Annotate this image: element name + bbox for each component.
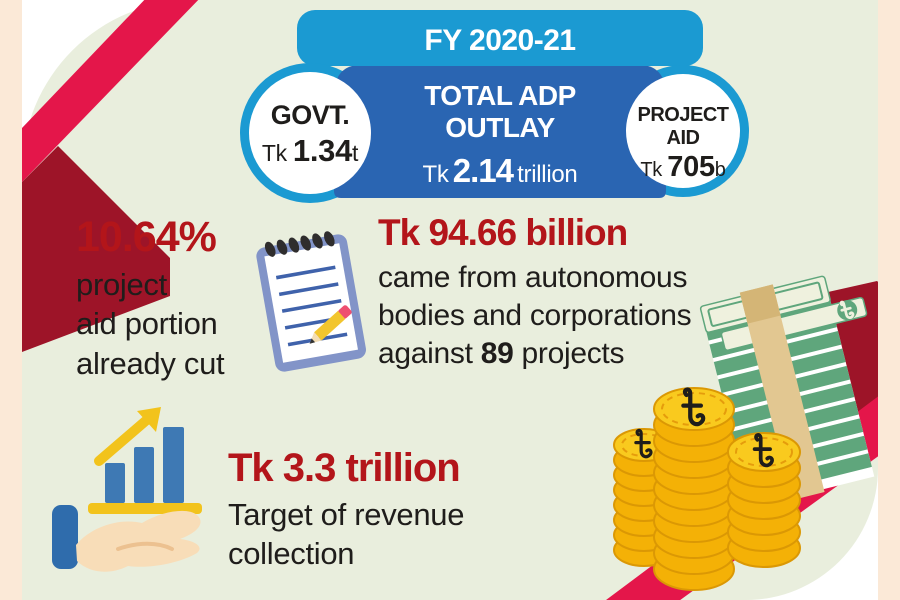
sleeve-cuff	[52, 505, 78, 569]
stat3-headline: Tk 3.3 trillion	[228, 446, 461, 490]
stat3-body: Target of revenue collection	[228, 497, 465, 572]
govt-figure: GOVT. Tk 1.34t	[246, 100, 374, 169]
growth-bars-icon	[105, 427, 184, 503]
hand-icon	[52, 505, 201, 572]
govt-value: Tk 1.34t	[261, 133, 359, 168]
arrow-up-icon	[94, 407, 161, 466]
project-aid-value: Tk 705b	[640, 151, 726, 183]
money-band	[739, 284, 825, 501]
fiscal-year-label: FY 2020-21	[424, 24, 576, 57]
govt-circle	[249, 72, 371, 194]
stat2-body: came from autonomous bodies and corporat…	[378, 261, 692, 371]
adp-banner	[240, 10, 749, 203]
ribbon-maroon-topleft	[22, 146, 170, 352]
outlay-value: Tk 2.14 trillion	[422, 152, 578, 189]
revenue-icon	[52, 407, 202, 572]
project-aid-figure: PROJECT AID Tk 705b	[620, 104, 746, 184]
notepad-icon	[256, 231, 366, 372]
project-aid-label: PROJECT AID	[637, 104, 729, 149]
govt-label: GOVT.	[270, 100, 350, 130]
stat2-headline: Tk 94.66 billion	[378, 212, 628, 253]
spiral-binding	[264, 231, 335, 257]
platform-bar	[88, 503, 202, 514]
aid-circle	[626, 74, 740, 188]
stat-autonomous-bodies: Tk 94.66 billion came from autonomous bo…	[378, 212, 692, 373]
ribbon-crimson-topleft	[22, 0, 199, 182]
stat-project-aid-cut: 10.64% project aid portion already cut	[76, 213, 225, 383]
outlay-title: TOTAL ADP OUTLAY	[424, 80, 576, 144]
pencil-icon	[309, 305, 352, 344]
stat1-body: project aid portion already cut	[76, 267, 225, 381]
stat-revenue-target: Tk 3.3 trillion Target of revenue collec…	[228, 448, 464, 574]
outlay-box	[334, 66, 666, 198]
coin-stacks-icon	[613, 387, 801, 591]
stat1-headline: 10.64%	[76, 213, 217, 261]
